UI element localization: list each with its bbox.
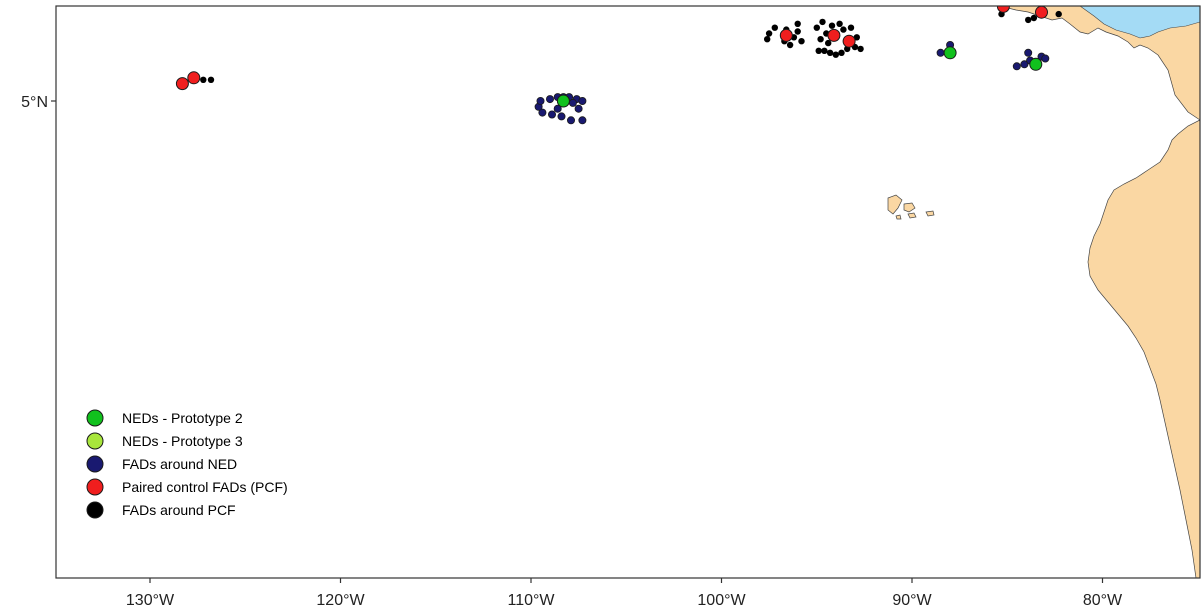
pcf-point xyxy=(842,34,856,48)
fad-around-pcf-point xyxy=(200,76,207,84)
fad-around-ned-point xyxy=(578,116,587,125)
x-tick-label: 80°W xyxy=(1083,592,1123,609)
y-tick-label: 5°N xyxy=(21,94,48,111)
pcf-point xyxy=(827,28,841,42)
pcf-point xyxy=(175,77,189,91)
legend-item: Paired control FADs (PCF) xyxy=(86,478,288,496)
x-tick-label: 110°W xyxy=(507,592,555,609)
map-legend: NEDs - Prototype 2 NEDs - Prototype 3 FADs… xyxy=(86,409,288,519)
x-tick-label: 120°W xyxy=(316,592,365,609)
fad-around-pcf-point xyxy=(1055,10,1062,18)
fad-around-pcf-point xyxy=(828,22,836,29)
fad-around-ned-point xyxy=(567,116,576,125)
fad-around-ned-point xyxy=(1012,62,1021,71)
legend-label: NEDs - Prototype 3 xyxy=(122,433,243,449)
fad-around-pcf-point xyxy=(832,51,839,58)
fad-around-pcf-point xyxy=(794,20,801,27)
legend-key xyxy=(86,409,104,427)
legend-label: NEDs - Prototype 2 xyxy=(122,410,243,426)
fad-around-pcf-point xyxy=(853,34,860,41)
pcf-point xyxy=(779,28,793,42)
legend-item: NEDs - Prototype 2 xyxy=(86,409,243,427)
fad-around-ned-point xyxy=(568,98,577,107)
fad-around-ned-point xyxy=(538,108,547,117)
fad-around-pcf-point xyxy=(771,24,778,31)
legend-item: NEDs - Prototype 3 xyxy=(86,432,243,450)
fad-around-pcf-point xyxy=(857,45,864,53)
fad-around-pcf-point xyxy=(815,47,822,54)
fad-around-ned-point xyxy=(553,104,562,113)
fad-around-ned-point xyxy=(536,97,545,106)
caribbean-water xyxy=(1079,6,1200,39)
x-tick-label: 130°W xyxy=(126,592,175,609)
ocean-background xyxy=(56,6,1200,578)
ned-prototype-2-point xyxy=(556,94,570,108)
fad-around-ned-point xyxy=(1020,60,1029,69)
map-panel-border xyxy=(55,5,1201,579)
legend-key xyxy=(86,455,104,473)
fad-around-ned-point xyxy=(574,104,583,113)
map-points xyxy=(175,6,1062,125)
legend-key xyxy=(86,478,104,496)
fad-around-pcf-point xyxy=(826,49,834,56)
legend-key xyxy=(86,501,104,519)
legend-label: FADs around NED xyxy=(122,456,237,472)
fad-around-pcf-point xyxy=(1025,16,1032,24)
fad-around-pcf-point xyxy=(765,30,773,37)
fad-around-ned-point xyxy=(578,97,587,106)
ned-prototype-2-point xyxy=(943,46,957,60)
fad-around-pcf-point xyxy=(847,24,855,31)
x-tick-label: 100°W xyxy=(697,592,746,609)
legend-label: FADs around PCF xyxy=(122,502,236,518)
ned-prototype-2-point xyxy=(1029,57,1043,71)
fad-around-pcf-point xyxy=(207,76,215,84)
fad-around-pcf-point xyxy=(840,26,847,33)
fad-around-ned-point xyxy=(557,112,566,121)
fad-around-pcf-point xyxy=(786,41,794,49)
fad-around-ned-point xyxy=(1024,48,1033,57)
fad-around-pcf-point xyxy=(798,38,805,45)
fad-around-pcf-point xyxy=(794,28,801,35)
fad-around-pcf-point xyxy=(813,24,820,31)
legend-label: Paired control FADs (PCF) xyxy=(122,479,288,495)
fad-around-pcf-point xyxy=(838,49,845,56)
fad-around-pcf-point xyxy=(819,18,826,26)
fad-around-pcf-point xyxy=(821,47,828,54)
legend-key xyxy=(86,432,104,450)
fad-around-pcf-point xyxy=(764,36,771,43)
fad-around-pcf-point xyxy=(825,39,832,47)
legend-item: FADs around PCF xyxy=(86,501,236,519)
fad-around-ned-point xyxy=(546,95,555,104)
land-south-america xyxy=(1087,119,1200,578)
pcf-point xyxy=(1035,6,1048,19)
fad-around-ned-point xyxy=(1041,54,1050,63)
pcf-point xyxy=(187,71,201,85)
legend-item: FADs around NED xyxy=(86,455,237,473)
x-tick-label: 90°W xyxy=(892,592,932,609)
fad-around-ned-point xyxy=(936,48,945,57)
fad-around-pcf-point xyxy=(836,20,843,27)
fad-around-ned-point xyxy=(548,110,557,119)
fad-around-pcf-point xyxy=(817,36,824,43)
fad-around-pcf-point xyxy=(1030,14,1038,22)
galapagos-islands xyxy=(887,194,935,220)
